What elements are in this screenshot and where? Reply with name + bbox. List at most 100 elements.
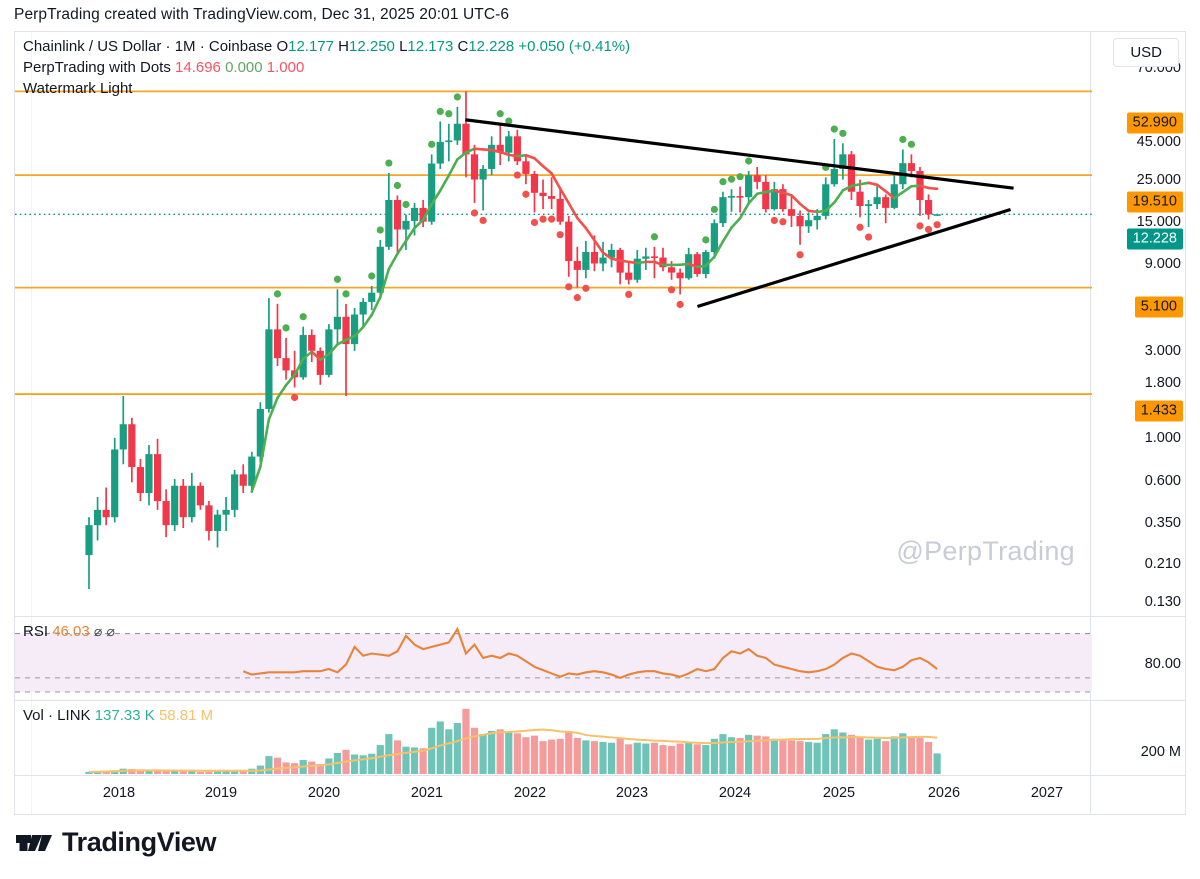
volume-bar (128, 769, 136, 774)
main-price-pane[interactable]: Chainlink / US Dollar · 1M · Coinbase O1… (15, 32, 1185, 615)
candle (693, 251, 701, 277)
candle (316, 347, 324, 385)
plot-left-border (31, 32, 32, 814)
candle (642, 247, 650, 270)
dot-red (916, 222, 924, 230)
trendline-descending-resistance[interactable] (465, 118, 1014, 190)
candle (676, 268, 684, 295)
time-tick[interactable]: 2025 (822, 785, 856, 801)
candle (145, 445, 153, 506)
candle (453, 106, 461, 145)
price-level-label[interactable]: 19.510 (1126, 191, 1183, 213)
candle (136, 459, 145, 502)
rsi-band (15, 633, 1092, 692)
price-scale-separator (1090, 32, 1091, 814)
price-level-label[interactable]: 1.433 (1134, 400, 1183, 422)
volume-bar (505, 732, 513, 774)
candle (616, 247, 624, 285)
time-tick[interactable]: 2026 (927, 785, 961, 801)
dot-red (556, 231, 564, 239)
volume-bar (273, 757, 282, 774)
volume-bar (924, 741, 933, 774)
volume-scale[interactable]: 200 M (1091, 701, 1185, 774)
candle (265, 298, 273, 413)
candle (299, 326, 307, 380)
price-tick: 15.000 (1136, 214, 1181, 230)
rsi-tick: 80.00 (1144, 656, 1181, 672)
time-scale[interactable]: 2018 2019 2020 2021 2022 2023 2024 2025 2026 2027 (15, 775, 1185, 815)
rsi-pane[interactable]: RSI 46.03 ⌀ ⌀ 80.0040.00 (15, 616, 1185, 699)
candle (890, 173, 898, 210)
candle (539, 179, 547, 210)
dot-green (505, 117, 513, 125)
volume-bar (222, 771, 230, 774)
time-tick[interactable]: 2027 (1030, 785, 1064, 801)
price-level-label[interactable]: 12.228 (1126, 228, 1183, 250)
candle (633, 249, 641, 283)
candle (470, 144, 479, 203)
volume-plot-area[interactable] (15, 701, 1092, 774)
volume-svg (85, 708, 941, 774)
price-tick: 1.800 (1144, 375, 1181, 391)
candle (102, 487, 110, 526)
dot-green (710, 205, 718, 214)
candle (111, 437, 119, 523)
dot-red (573, 294, 581, 302)
candle (256, 402, 264, 463)
volume-ma-line[interactable] (88, 728, 938, 773)
candle (488, 136, 496, 176)
dot-red (513, 171, 521, 179)
candle (864, 200, 873, 228)
dot-green (282, 324, 290, 332)
price-level-label[interactable]: 52.990 (1126, 112, 1183, 134)
candle (779, 184, 787, 212)
volume-bar (710, 738, 718, 774)
time-tick[interactable]: 2022 (513, 785, 547, 801)
price-scale[interactable]: 70.000 45.000 25.000 15.000 9.000 3.000 1.800 1… (1091, 32, 1185, 615)
volume-bar (136, 770, 145, 774)
trend-ma-line[interactable] (250, 147, 939, 493)
candle (522, 156, 530, 185)
volume-bar (573, 738, 581, 774)
volume-bar (607, 742, 616, 774)
volume-bar (205, 771, 213, 774)
candle (153, 438, 162, 510)
time-tick[interactable]: 2018 (102, 785, 136, 801)
chart-caption: PerpTrading created with TradingView.com… (14, 6, 510, 23)
volume-bar (453, 723, 461, 774)
candle (847, 151, 856, 201)
price-level-label[interactable]: 5.100 (1134, 296, 1183, 318)
volume-bar (419, 748, 427, 774)
rsi-scale[interactable]: 80.0040.00 (1091, 617, 1185, 699)
dot-red (522, 190, 530, 198)
candle (239, 464, 247, 494)
volume-pane[interactable]: Vol · LINK 137.33 K 58.81 M 200 M (15, 700, 1185, 774)
time-tick[interactable]: 2021 (410, 785, 444, 801)
candle (548, 177, 556, 210)
candle (745, 170, 753, 203)
dot-green (899, 135, 907, 144)
volume-bar (231, 770, 239, 774)
trendline-ascending-support[interactable] (696, 207, 1012, 309)
dot-green (830, 125, 838, 133)
volume-bar (153, 770, 162, 774)
volume-bar (890, 736, 898, 774)
price-plot-area[interactable] (15, 32, 1092, 615)
price-tick: 9.000 (1144, 256, 1181, 272)
time-tick[interactable]: 2019 (204, 785, 238, 801)
volume-bar (93, 771, 102, 774)
time-tick[interactable]: 2024 (718, 785, 752, 801)
currency-badge[interactable]: USD (1113, 38, 1179, 67)
time-tick[interactable]: 2020 (307, 785, 341, 801)
time-tick[interactable]: 2023 (615, 785, 649, 801)
volume-bar (188, 771, 196, 774)
tradingview-brand: TradingView (16, 827, 217, 858)
rsi-line[interactable] (242, 626, 938, 679)
volume-bar (196, 771, 204, 774)
candle (710, 219, 718, 259)
volume-bar (239, 769, 247, 774)
volume-bar (410, 747, 419, 774)
rsi-plot-area[interactable] (15, 617, 1092, 699)
price-tick: 45.000 (1136, 134, 1181, 150)
volume-bar (213, 771, 222, 774)
